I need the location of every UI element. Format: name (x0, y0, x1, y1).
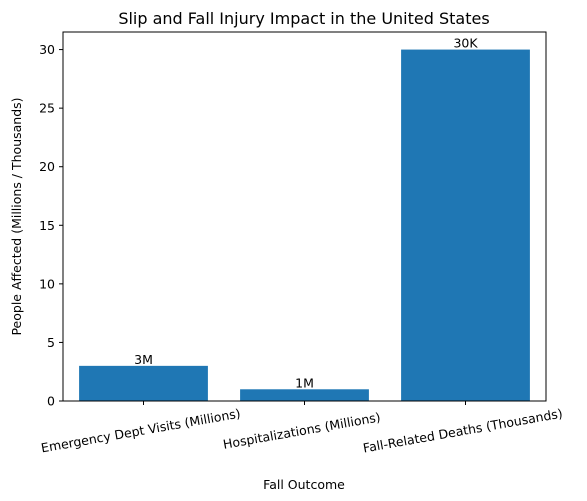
y-tick-label: 15 (39, 218, 55, 233)
chart-title: Slip and Fall Injury Impact in the Unite… (118, 9, 489, 28)
y-axis: 0 5 10 15 20 25 30 (39, 42, 63, 409)
y-axis-label: People Affected (Millions / Thousands) (9, 97, 24, 335)
data-labels-group: 3M 1M 30K (134, 36, 478, 391)
bar (240, 389, 369, 401)
bar (79, 365, 208, 401)
bar (401, 49, 530, 401)
bar-data-label: 30K (453, 36, 478, 51)
bars-group (79, 49, 530, 401)
y-tick-label: 5 (47, 335, 55, 350)
y-tick-label: 10 (39, 276, 55, 291)
bar-data-label: 1M (295, 375, 314, 390)
y-tick-label: 20 (39, 159, 55, 174)
y-tick-label: 0 (47, 394, 55, 409)
plot-frame (62, 31, 547, 402)
y-tick-label: 30 (39, 42, 55, 57)
y-tick-label: 25 (39, 101, 55, 116)
x-axis-label: Fall Outcome (263, 477, 345, 492)
bar-data-label: 3M (134, 352, 153, 367)
